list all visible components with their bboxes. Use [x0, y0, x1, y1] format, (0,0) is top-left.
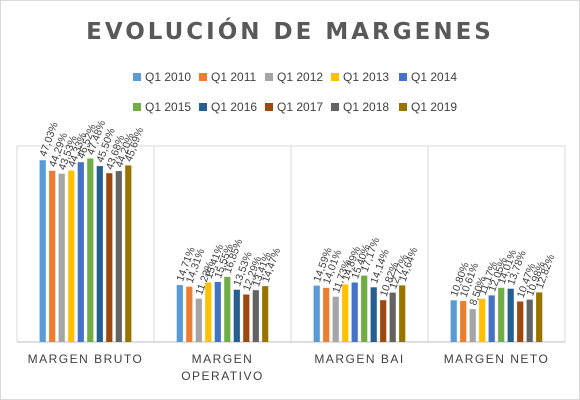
chart-title: EVOLUCIÓN DE MARGENES: [86, 19, 494, 45]
bar: [176, 285, 183, 342]
bar: [195, 298, 202, 342]
legend-label: Q1 2011: [211, 70, 256, 84]
bar: [243, 294, 250, 342]
category-label-line: MARGEN BAI: [314, 352, 404, 366]
legend-label: Q1 2013: [343, 70, 389, 84]
category-label: MARGEN OPERATIVO: [181, 352, 264, 383]
bar: [313, 285, 320, 342]
bar: [488, 295, 495, 342]
category-label: MARGEN BAI: [314, 352, 404, 366]
legend-swatch: [331, 73, 339, 81]
bar: [469, 309, 476, 342]
bar: [115, 171, 122, 342]
legend-label: Q1 2017: [277, 100, 323, 114]
bar: [233, 289, 240, 342]
legend-label: Q1 2019: [411, 100, 457, 114]
legend-swatch: [133, 103, 141, 111]
bar: [351, 282, 358, 342]
bar: [370, 287, 377, 342]
bar: [125, 165, 132, 342]
category-label-line: MARGEN: [192, 352, 254, 366]
bar: [58, 173, 65, 342]
bar: [49, 170, 56, 342]
legend-swatch: [199, 73, 207, 81]
bar: [479, 298, 486, 342]
bar: [361, 275, 368, 342]
bar: [342, 284, 349, 342]
legend-label: Q1 2014: [411, 70, 457, 84]
category-label: MARGEN BRUTO: [28, 352, 144, 366]
bar: [77, 162, 84, 342]
bar: [380, 300, 387, 342]
bar: [389, 292, 396, 342]
legend-label: Q1 2015: [145, 100, 191, 114]
legend-label: Q1 2012: [277, 70, 323, 84]
legend-swatch: [265, 103, 273, 111]
legend-label: Q1 2010: [145, 70, 191, 84]
bar: [399, 285, 406, 342]
legend-swatch: [199, 103, 207, 111]
bar: [224, 276, 231, 342]
category-label: MARGEN NETO: [444, 352, 550, 366]
bar: [323, 287, 330, 342]
legend-swatch: [265, 73, 273, 81]
bar: [460, 301, 467, 342]
legend-label: Q1 2016: [211, 100, 257, 114]
bar: [536, 292, 543, 342]
bar: [450, 300, 457, 342]
bar: [262, 286, 269, 342]
bar: [517, 301, 524, 342]
category-label-line: OPERATIVO: [181, 369, 264, 383]
bar: [106, 173, 113, 342]
legend-label: Q1 2018: [343, 100, 389, 114]
bar: [507, 288, 514, 342]
bar: [332, 296, 339, 342]
bar: [498, 287, 505, 342]
category-label-line: MARGEN BRUTO: [28, 352, 144, 366]
legend-swatch: [331, 103, 339, 111]
bar: [205, 282, 212, 342]
bar: [526, 299, 533, 342]
bar: [87, 158, 94, 342]
bar: [96, 166, 103, 342]
bar: [39, 160, 46, 342]
bar: [252, 290, 259, 342]
bar: [186, 286, 193, 342]
legend-swatch: [133, 73, 141, 81]
bar: [214, 281, 221, 342]
legend-swatch: [399, 73, 407, 81]
category-label-line: MARGEN NETO: [444, 352, 550, 366]
bar: [68, 170, 75, 342]
legend-swatch: [399, 103, 407, 111]
